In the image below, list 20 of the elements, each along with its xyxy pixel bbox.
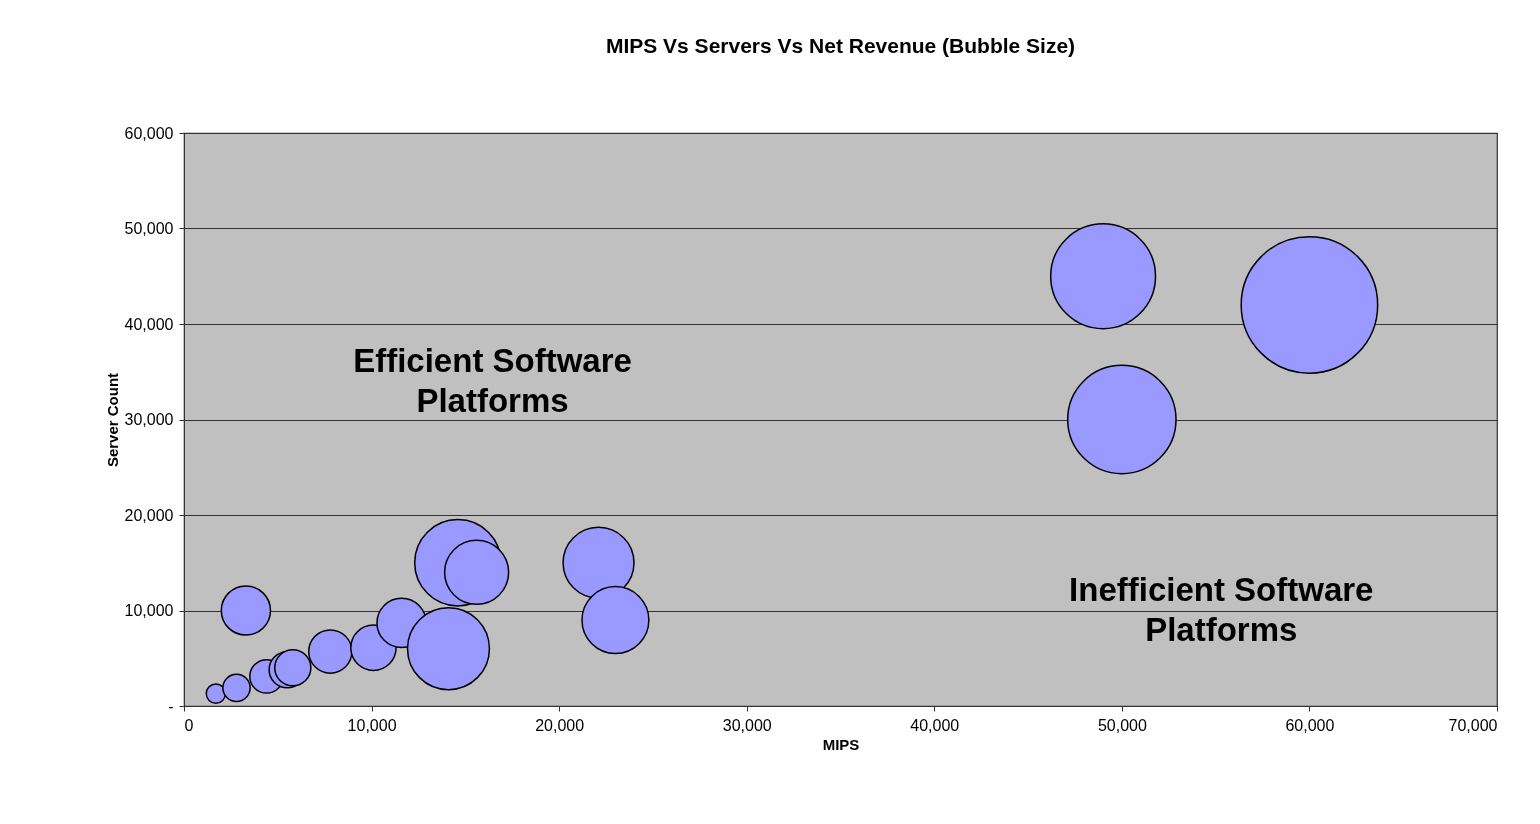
y-tick-label: 10,000 <box>124 602 174 619</box>
annotation: Efficient Software Platforms <box>353 342 632 420</box>
y-tick-label: 40,000 <box>124 315 174 333</box>
x-tick-label: 50,000 <box>1097 716 1147 734</box>
x-axis-title: MIPS <box>822 735 860 753</box>
chart-title: MIPS Vs Servers Vs Net Revenue (Bubble Size) <box>605 34 1076 57</box>
x-tick-label: 40,000 <box>910 716 960 734</box>
y-tick-label: - <box>168 697 174 715</box>
x-tick-label: 30,000 <box>722 716 772 734</box>
x-tick-label: 10,000 <box>347 716 397 734</box>
y-tick-label: 30,000 <box>124 411 174 428</box>
x-tick-label: 60,000 <box>1285 716 1335 734</box>
x-tick-label: 70,000 <box>1448 716 1498 734</box>
annotation: Inefficient Software Platforms <box>1069 571 1374 649</box>
y-tick-label: 50,000 <box>124 220 174 237</box>
x-tick-label: 20,000 <box>535 716 585 734</box>
x-tick-label: 0 <box>184 716 194 734</box>
y-tick-label: 20,000 <box>124 506 174 524</box>
y-axis-title: Server Count <box>103 372 121 468</box>
y-tick-label: 60,000 <box>124 124 174 142</box>
